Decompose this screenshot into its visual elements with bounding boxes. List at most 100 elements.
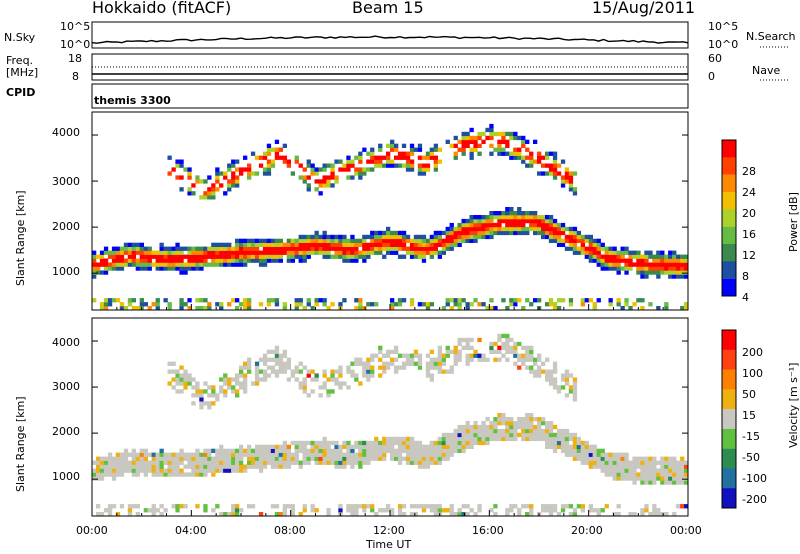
velocity-cell [437, 369, 442, 374]
power-cell [517, 211, 522, 216]
power-cell [366, 151, 371, 156]
power-cell [366, 246, 371, 251]
power-cell [183, 246, 188, 251]
power-cell [358, 250, 363, 255]
velocity-cell [537, 432, 542, 438]
velocity-cell [628, 476, 633, 481]
velocity-cell [612, 468, 617, 473]
velocity-cell [203, 381, 208, 386]
velocity-cell [449, 504, 454, 509]
velocity-cell [394, 448, 399, 453]
velocity-cell [203, 508, 208, 513]
velocity-cell [433, 365, 438, 370]
velocity-cell [135, 456, 140, 461]
power-cell [179, 163, 184, 168]
velocity-cell [505, 333, 510, 339]
power-cell [465, 139, 470, 144]
power-cell [179, 298, 184, 303]
velocity-cell [624, 472, 629, 477]
velocity-cell [616, 468, 621, 473]
power-cell [211, 254, 216, 259]
velocity-cell [429, 508, 434, 513]
power-cell [302, 179, 307, 184]
velocity-cell [505, 357, 510, 362]
power-cell [207, 250, 212, 255]
power-cell [195, 262, 200, 267]
velocity-cell [326, 448, 331, 453]
power-cell [433, 242, 438, 247]
power-cell [378, 246, 383, 251]
power-cell [568, 179, 574, 184]
power-cell [509, 230, 514, 236]
velocity-cell [366, 444, 371, 449]
velocity-cell [362, 448, 367, 453]
velocity-cell [437, 349, 442, 354]
velocity-cell [227, 385, 232, 390]
velocity-cell [632, 464, 637, 469]
velocity-cell [382, 353, 387, 358]
velocity-cell [362, 361, 367, 366]
power-cell [541, 226, 546, 232]
power-cell [477, 302, 482, 307]
velocity-cell [513, 424, 518, 430]
velocity-cell [465, 421, 470, 426]
velocity-cell [644, 456, 649, 461]
velocity-cell [465, 444, 470, 449]
power-cell [354, 242, 359, 247]
velocity-cell [405, 444, 411, 449]
velocity-cell [243, 452, 248, 457]
velocity-cell [397, 504, 403, 509]
velocity-cell [119, 452, 125, 457]
velocity-cell [640, 468, 645, 473]
velocity-cell [215, 504, 220, 509]
power-cell [417, 171, 423, 176]
velocity-cell [322, 436, 327, 442]
power-cell [548, 167, 554, 172]
power-cell [660, 262, 665, 267]
power-cell [580, 302, 585, 307]
velocity-cell [167, 381, 172, 386]
velocity-cell [350, 504, 355, 509]
power-cell [266, 302, 272, 307]
velocity-cell [505, 436, 510, 442]
power-cell [620, 250, 625, 255]
velocity-cell [533, 357, 538, 362]
velocity-cell [215, 452, 220, 457]
velocity-cell [441, 432, 446, 438]
velocity-cell [548, 432, 554, 438]
power-cell [322, 234, 327, 240]
velocity-cell [290, 460, 295, 465]
power-cell [370, 159, 375, 164]
velocity-cell [179, 504, 184, 509]
power-cell [358, 302, 363, 307]
velocity-cell [314, 456, 319, 461]
power-cell [568, 246, 574, 251]
power-cell [568, 302, 574, 307]
power-cell [243, 298, 248, 303]
velocity-cell [278, 512, 283, 517]
velocity-cell [346, 385, 351, 390]
velocity-cell [254, 365, 260, 370]
power-cell [171, 262, 176, 267]
power-cell [286, 159, 291, 164]
velocity-cell [604, 456, 609, 461]
power-cell [624, 302, 629, 307]
power-cell [397, 151, 403, 156]
power-cell [338, 159, 343, 164]
velocity-cell [274, 444, 280, 449]
velocity-cell [636, 464, 641, 469]
velocity-cell [437, 460, 442, 465]
power-cell [318, 167, 323, 172]
velocity-cell [537, 353, 542, 358]
velocity-cell [640, 464, 645, 469]
power-cell [644, 262, 649, 267]
power-cell [608, 302, 613, 307]
power-cell [616, 266, 621, 271]
power-cell [596, 262, 601, 267]
power-cell [322, 179, 327, 184]
power-cell [191, 183, 196, 188]
velocity-cell [386, 365, 391, 370]
power-cell [374, 234, 379, 240]
velocity-cell [191, 393, 196, 398]
velocity-cell [278, 369, 283, 374]
